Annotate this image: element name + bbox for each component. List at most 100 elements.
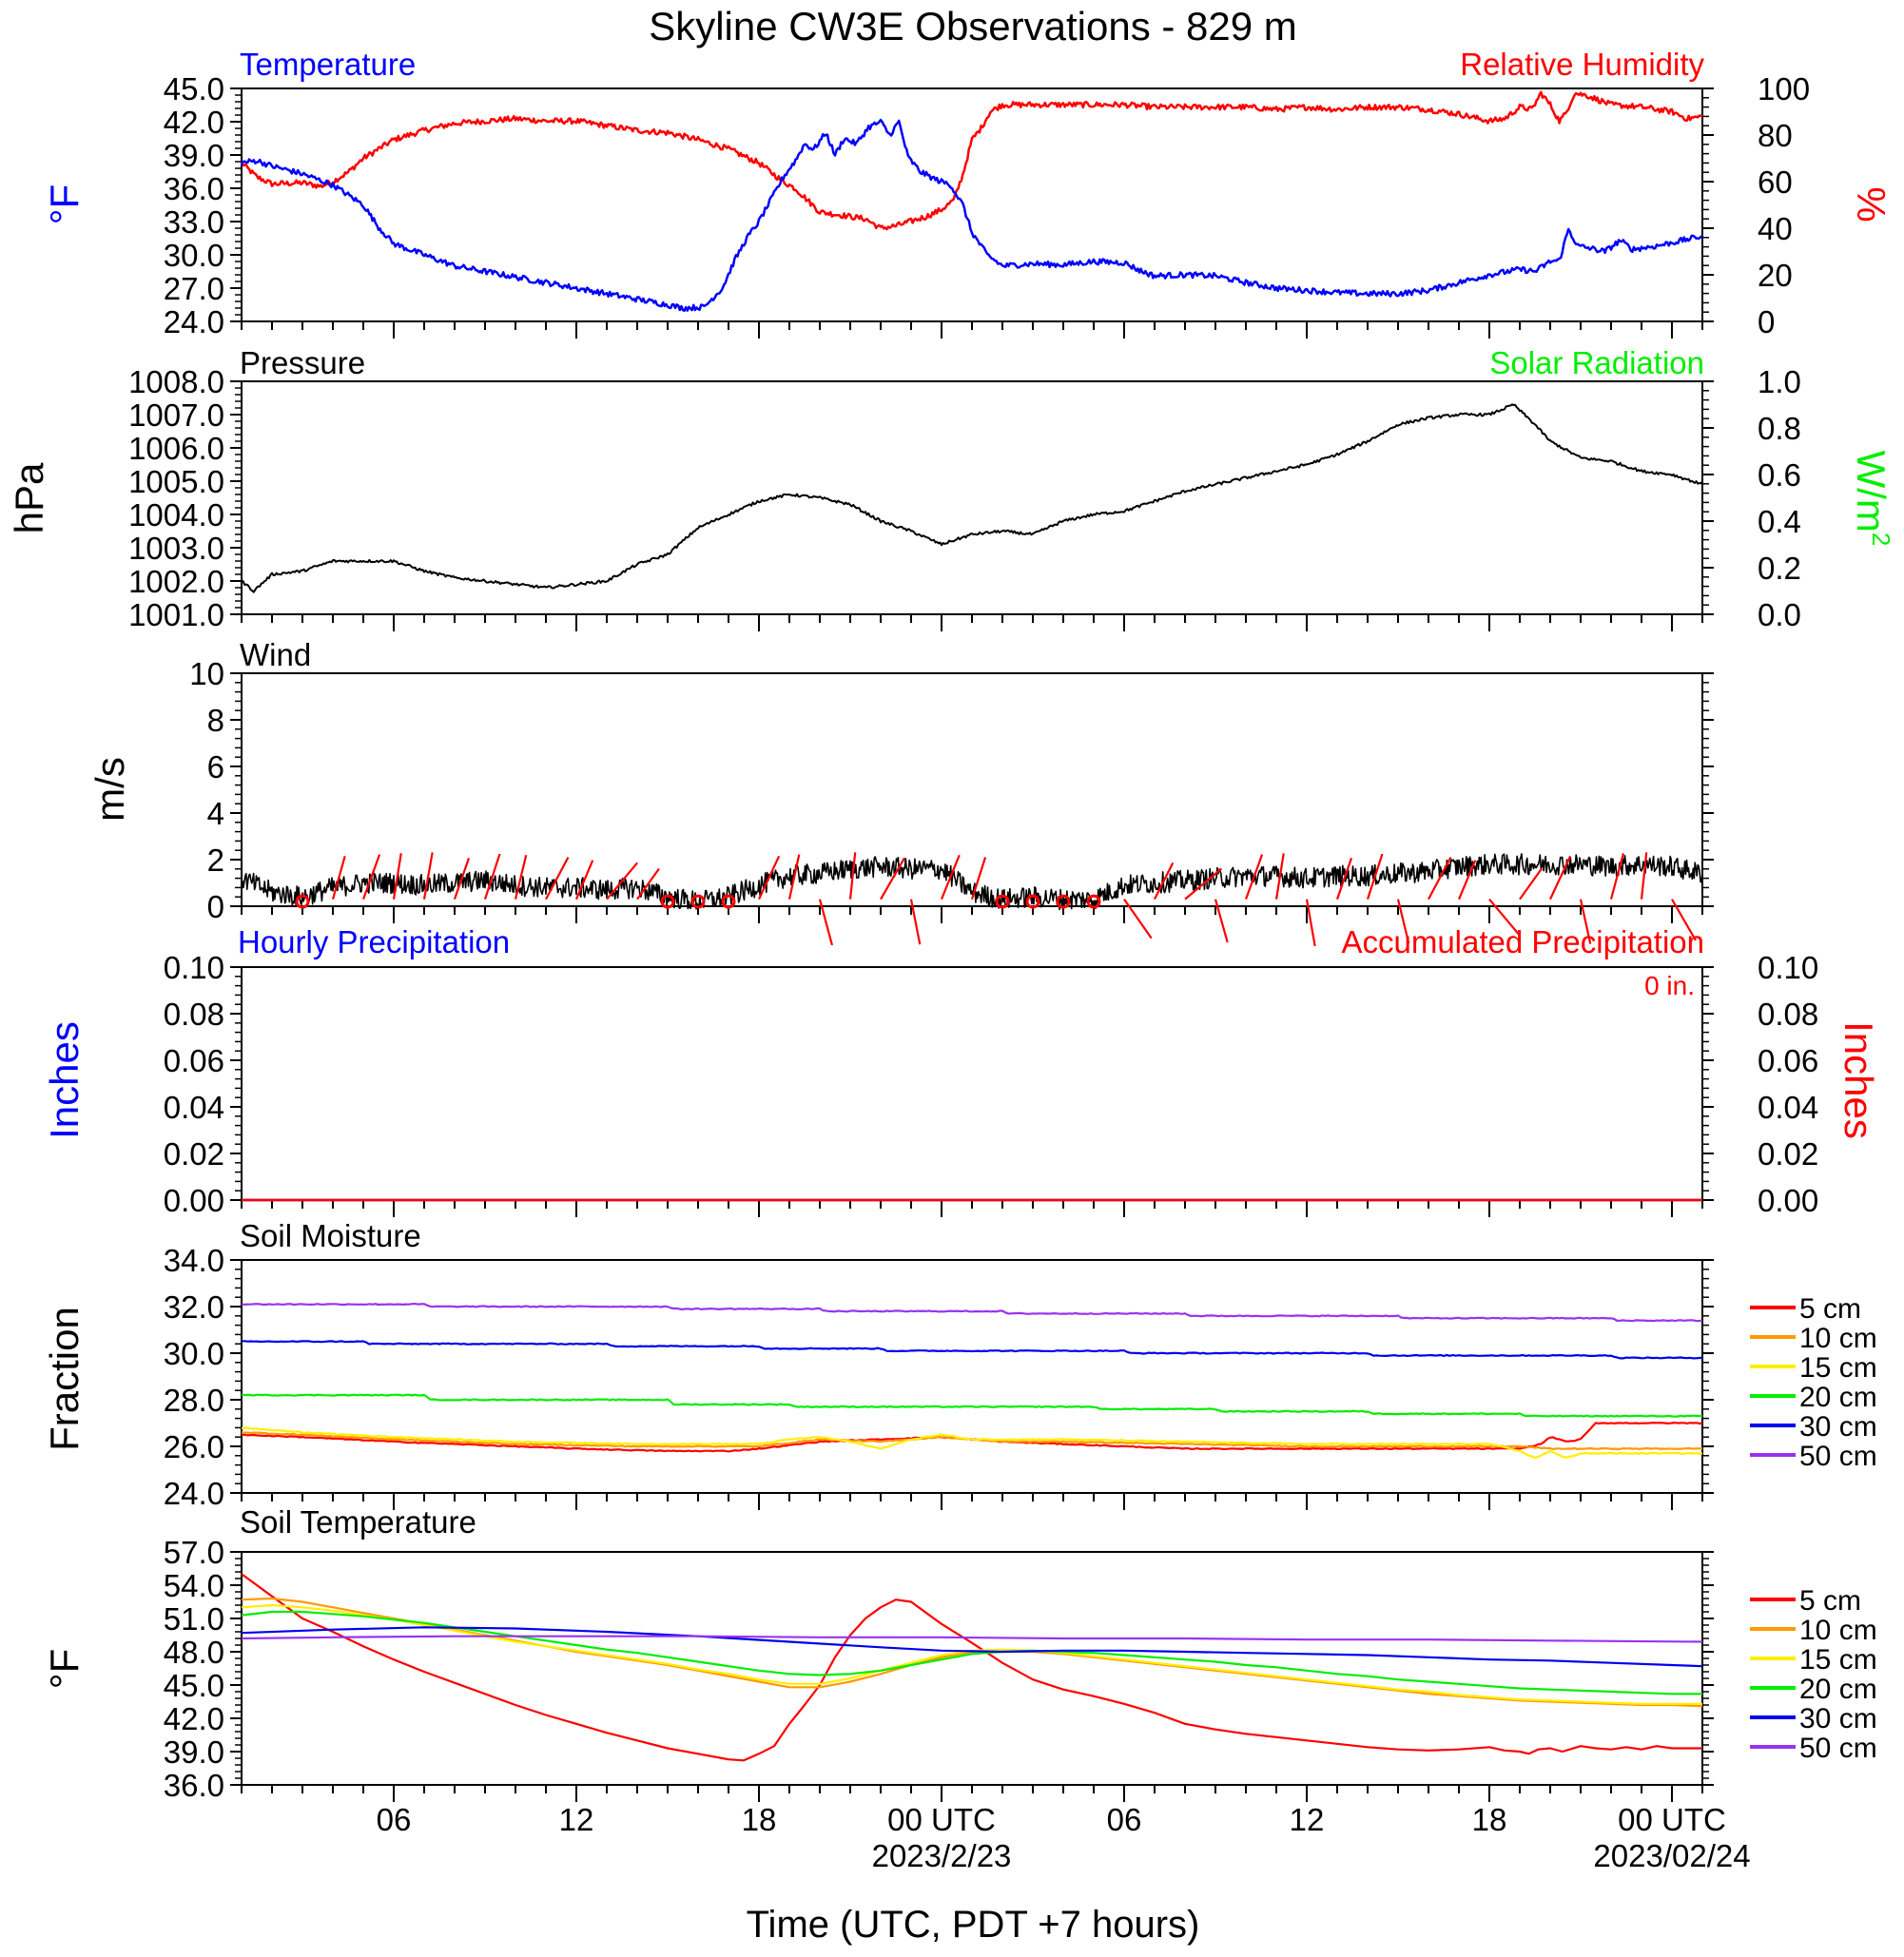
legend-label: 30 cm (1799, 1411, 1877, 1443)
wind-barb (453, 857, 471, 901)
wind-barb (880, 857, 905, 901)
wind-barb (1488, 898, 1521, 937)
time-axis-title: Time (UTC, PDT +7 hours) (747, 1904, 1200, 1946)
wind-barb (1184, 867, 1223, 901)
wind-panel: Wind m/s 0 2 4 6 8 10 (87, 637, 1714, 947)
legend-label: 10 cm (1799, 1323, 1877, 1354)
legend-label: 20 cm (1799, 1674, 1877, 1705)
y-tick-label: 30.0 (164, 238, 224, 273)
y-right-tick-label: 0.2 (1758, 551, 1801, 586)
soil-temperature-line (241, 1597, 1703, 1708)
y-right-tick-label: 0.0 (1758, 597, 1801, 632)
soil-temperature-line (241, 1573, 1702, 1762)
wind-barb (1214, 899, 1229, 943)
wind-barb (848, 852, 857, 900)
soil-moisture-line (241, 1303, 1703, 1323)
soil-moisture-panel: Soil Moisture Fraction 24.0 26.0 28.0 30.0 3… (42, 1218, 1877, 1511)
solar-axis-unit: W/m (1849, 451, 1894, 533)
wind-barb (483, 853, 501, 900)
pressure-title: Pressure (240, 345, 365, 380)
legend-label: 50 cm (1799, 1733, 1877, 1764)
wind-barb (787, 854, 801, 900)
y-tick-label: 33.0 (164, 204, 224, 240)
y-tick-label: 39.0 (164, 1734, 224, 1770)
y-tick-label: 24.0 (164, 304, 224, 339)
y-tick-label: 8 (207, 703, 224, 738)
wind-barb (1244, 854, 1264, 901)
legend-label: 15 cm (1799, 1352, 1877, 1384)
soil-temperature-panel: Soil Temperature °F 36.039.042.045.048.0… (42, 1504, 1877, 1803)
y-right-tick-label: 0.06 (1758, 1043, 1818, 1078)
soil-temperature-line (241, 1610, 1702, 1695)
wind-axes: 0 2 4 6 8 10 (189, 656, 1714, 924)
plot-frame (241, 966, 1703, 1201)
y-tick-label: 1006.0 (128, 431, 224, 466)
legend-label: 50 cm (1799, 1441, 1877, 1472)
wind-lines (241, 852, 1703, 947)
accumulated-precip-axis-label: Inches (1836, 1021, 1881, 1139)
y-tick-label: 10 (189, 656, 224, 691)
soil-moisture-lines (241, 1303, 1703, 1460)
y-right-tick-label: 0.8 (1758, 411, 1801, 446)
legend-label: 15 cm (1799, 1644, 1877, 1676)
temperature-line (240, 118, 1703, 312)
hourly-precip-axis-label: Inches (42, 1021, 87, 1139)
wind-axis-label: m/s (87, 757, 132, 822)
solar-radiation-title: Solar Radiation (1489, 345, 1704, 380)
soil-moisture-title: Soil Moisture (240, 1218, 421, 1253)
wind-barb (545, 856, 570, 901)
y-tick-label: 48.0 (164, 1635, 224, 1670)
y-tick-label: 26.0 (164, 1429, 224, 1464)
accumulated-total-label: 0 in. (1644, 971, 1695, 1000)
humidity-axis-label: % (1849, 186, 1894, 222)
wind-barb (1549, 855, 1572, 901)
wind-barb (1396, 899, 1410, 944)
y-right-tick-label: 20 (1758, 258, 1793, 293)
x-tick-label: 12 (1290, 1802, 1325, 1837)
y-tick-label: 30.0 (164, 1336, 224, 1371)
wind-barb (818, 899, 834, 946)
pressure-solar-lines (241, 403, 1703, 593)
y-right-tick-label: 0.00 (1758, 1183, 1818, 1218)
y-tick-label: 32.0 (164, 1289, 224, 1325)
x-tick-label: 06 (377, 1802, 412, 1837)
y-tick-label: 0.10 (164, 950, 224, 985)
date-label: 2023/02/24 (1593, 1838, 1750, 1873)
wind-barb (1123, 899, 1153, 940)
y-tick-label: 24.0 (164, 1476, 224, 1511)
x-tick-label: 18 (742, 1802, 777, 1837)
pressure-solar-panel: Pressure Solar Radiation hPa W/m2 1001.0… (7, 345, 1895, 632)
calm-wind-marker (1025, 894, 1040, 909)
y-tick-label: 4 (207, 796, 224, 831)
soil-moisture-axes: 24.0 26.0 28.0 30.0 32.0 34.0 (164, 1243, 1714, 1511)
wind-barb (940, 854, 961, 901)
humidity-title: Relative Humidity (1460, 47, 1704, 82)
y-tick-label: 1004.0 (128, 497, 224, 533)
hourly-precip-title: Hourly Precipitation (238, 924, 510, 959)
calm-wind-marker (660, 894, 675, 909)
pressure-line (241, 403, 1703, 593)
y-tick-label: 0.08 (164, 997, 224, 1032)
y-tick-label: 0.04 (164, 1090, 224, 1125)
soil-moisture-line (241, 1426, 1703, 1460)
y-tick-label: 51.0 (164, 1601, 224, 1637)
y-right-tick-label: 0 (1758, 304, 1775, 339)
y-tick-label: 2 (207, 843, 224, 878)
y-right-tick-label: 0.10 (1758, 950, 1818, 985)
wind-barb (1335, 857, 1353, 901)
y-tick-label: 0.00 (164, 1183, 224, 1218)
soil-temperature-title: Soil Temperature (240, 1504, 476, 1540)
wind-barb (361, 854, 381, 901)
wind-barb (758, 855, 781, 901)
wind-title: Wind (240, 637, 311, 672)
soil-moisture-line (241, 1393, 1703, 1418)
legend-label: 20 cm (1799, 1382, 1877, 1413)
legend-label: 10 cm (1799, 1615, 1877, 1646)
wind-barb (1366, 853, 1384, 900)
soil-moisture-line (242, 1340, 1703, 1360)
soil-temperature-line (241, 1626, 1703, 1668)
temperature-axis-label: °F (42, 184, 87, 224)
